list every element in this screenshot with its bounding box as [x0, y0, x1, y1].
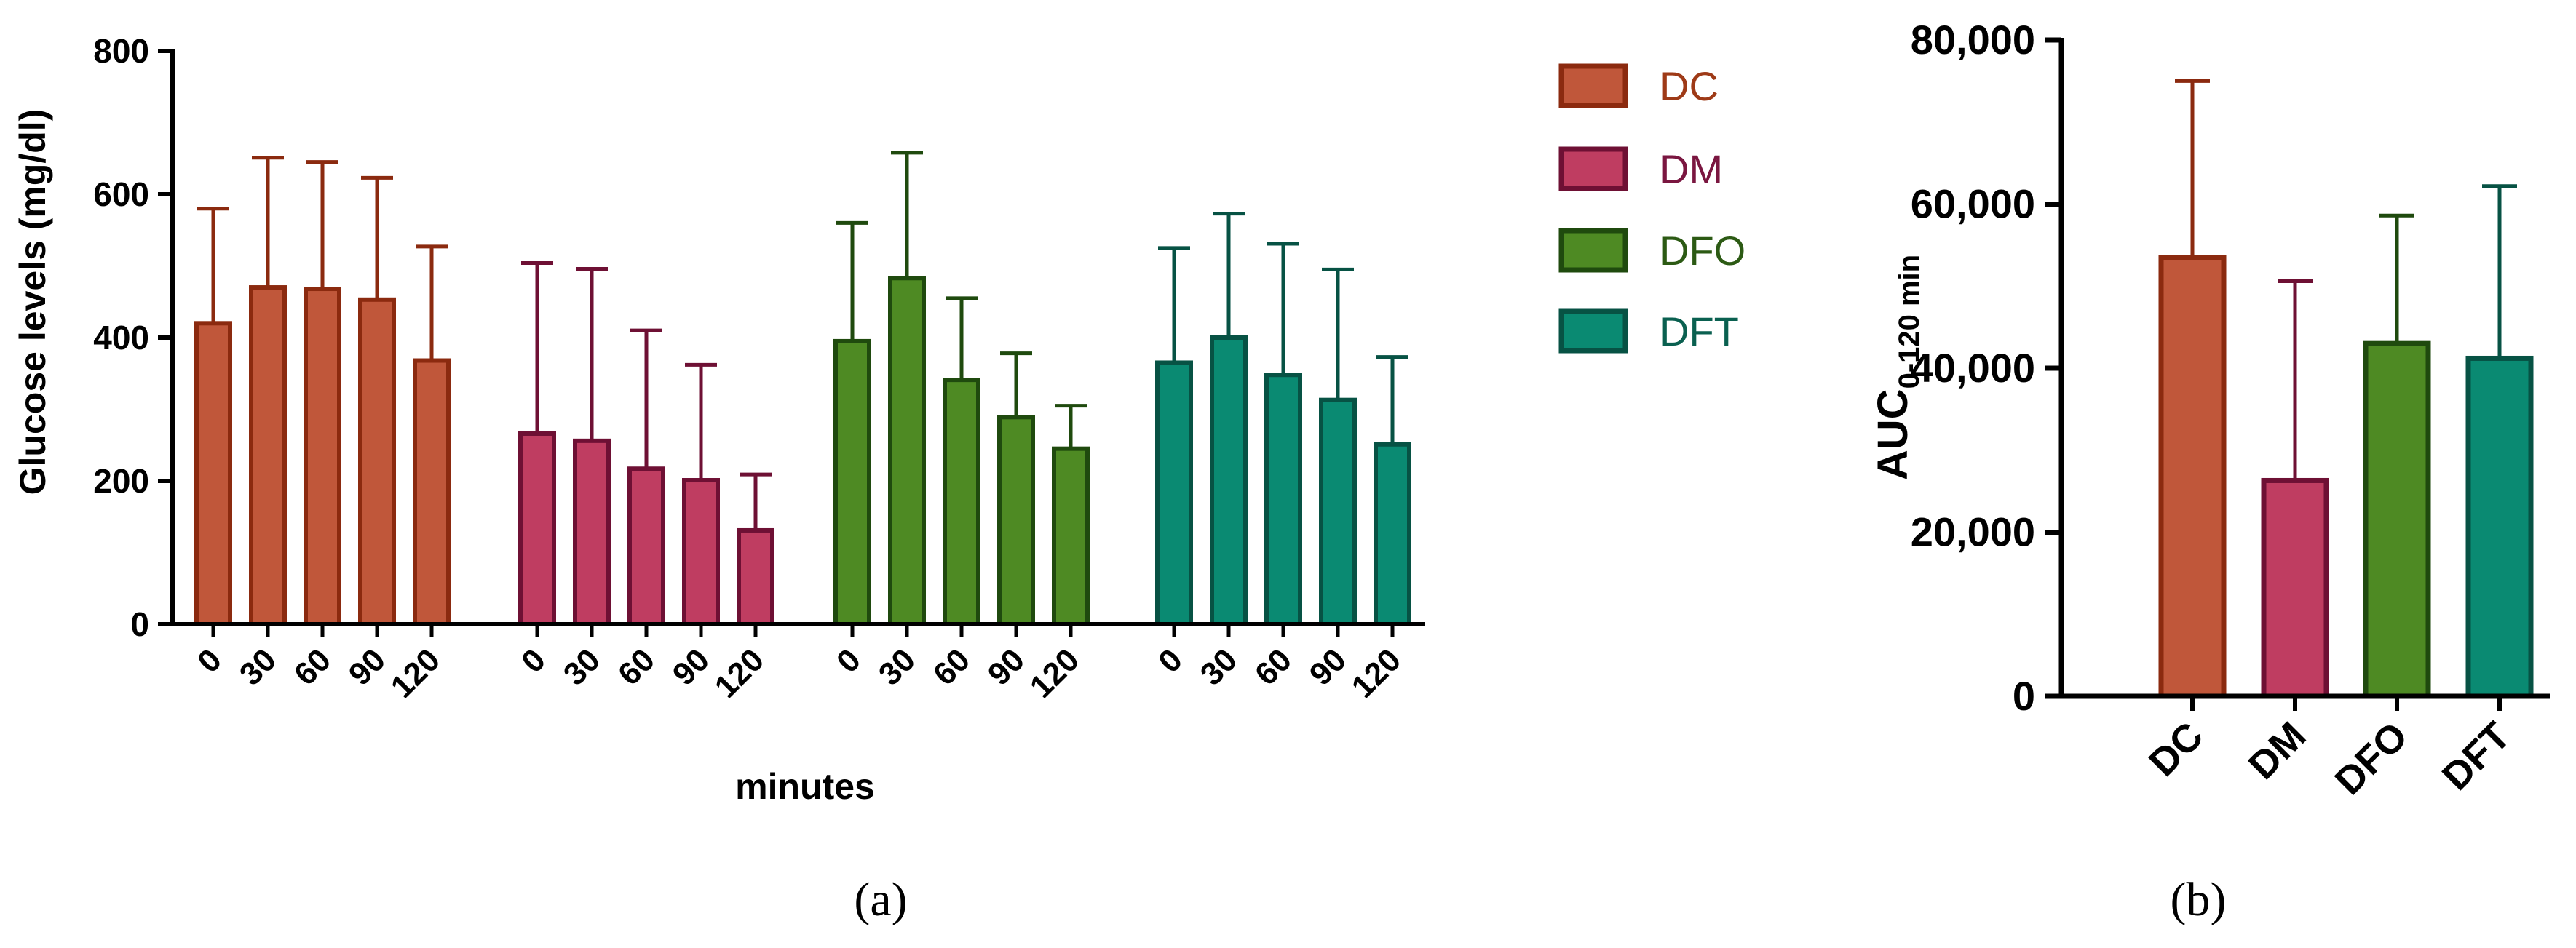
- bar-dfo-30min: [888, 276, 926, 626]
- panel-a-y-tick-labels: 0 200 400 600 800: [93, 32, 173, 643]
- bar-dc-90min: [358, 297, 396, 626]
- x-tick-label-dm-30: 30: [557, 642, 607, 692]
- legend-swatch-dc: [1558, 63, 1628, 108]
- panel-b-bars: [2158, 255, 2534, 699]
- panel-label-a: (a): [854, 873, 907, 926]
- bar-dm-30min: [573, 438, 611, 627]
- legend-label-dft: DFT: [1660, 308, 1739, 354]
- bar-dfo-120min: [1052, 446, 1090, 626]
- bar-dm-90min: [682, 478, 720, 627]
- x-tick-label-dfo-90: 90: [981, 642, 1031, 692]
- bar-dm-120min: [737, 527, 774, 627]
- x-tick-label-dc-60: 60: [288, 642, 338, 692]
- x-tick-label-dc-0: 0: [191, 642, 229, 680]
- panel-label-b: (b): [2171, 873, 2227, 926]
- y-tick-label-200: 200: [93, 462, 149, 500]
- legend-label-dfo: DFO: [1660, 228, 1745, 274]
- bar-dfo-60min: [943, 378, 980, 626]
- auc-bar-dfo: [2363, 340, 2431, 699]
- bar-dft-60min: [1264, 373, 1302, 626]
- x-tick-label-dc-90: 90: [342, 642, 392, 692]
- x-tick-label-dft-90: 90: [1303, 642, 1353, 692]
- bar-dc-30min: [249, 285, 287, 626]
- panel-b-y-axis-label: AUC0-120 min: [1869, 255, 1925, 480]
- panel-b-y-axis-label-main: AUC: [1869, 389, 1917, 480]
- x-tick-label-dfo-120: 120: [1023, 642, 1087, 705]
- legend-label-dc: DC: [1660, 63, 1719, 109]
- x-tick-label-dm-90: 90: [666, 642, 716, 692]
- auc-y-tick-label-60,000: 60,000: [1911, 181, 2035, 227]
- x-tick-label-dft-0: 0: [1152, 642, 1189, 680]
- bar-dc-120min: [413, 358, 451, 626]
- auc-x-tick-label-dc: DC: [2141, 714, 2212, 785]
- bar-dfo-0min: [833, 338, 871, 626]
- panel-a-x-axis-label: minutes: [735, 766, 875, 807]
- x-tick-label-dfo-60: 60: [927, 642, 977, 692]
- x-tick-label-dft-30: 30: [1194, 642, 1244, 692]
- legend-swatch-dfo: [1558, 228, 1628, 273]
- auc-x-tick-label-dm: DM: [2240, 714, 2315, 788]
- x-tick-label-dc-120: 120: [384, 642, 448, 705]
- bar-dfo-90min: [997, 415, 1035, 627]
- auc-y-tick-label-40,000: 40,000: [1911, 345, 2035, 391]
- x-tick-label-dft-120: 120: [1345, 642, 1408, 705]
- panel-b-chart: 0 20,000 40,000 60,000 80,000 DC DM DFO DFT AUC…: [1869, 17, 2550, 803]
- panel-b-x-tick-labels: DC DM DFO DFT: [2141, 696, 2519, 803]
- legend-swatch-dm: [1558, 146, 1628, 191]
- bar-dc-60min: [304, 287, 341, 626]
- y-tick-label-600: 600: [93, 175, 149, 213]
- auc-bar-dft: [2465, 355, 2534, 699]
- bar-dft-0min: [1155, 360, 1193, 626]
- y-tick-label-400: 400: [93, 319, 149, 357]
- x-tick-label-dm-60: 60: [611, 642, 662, 692]
- bar-dm-0min: [518, 431, 556, 626]
- y-tick-label-800: 800: [93, 32, 149, 70]
- panel-b-y-axis-label-subscript: 0-120 min: [1893, 255, 1925, 389]
- x-tick-label-dm-0: 0: [515, 642, 552, 680]
- auc-bar-dc: [2158, 255, 2227, 699]
- panel-a-error-bars: [197, 151, 1408, 530]
- panel-a-y-axis-label: Glucose levels (mg/dl): [12, 109, 53, 495]
- bar-dm-60min: [627, 466, 665, 626]
- x-tick-label-dc-30: 30: [233, 642, 283, 692]
- auc-x-tick-label-dft: DFT: [2434, 714, 2519, 799]
- legend: DC DM DFO DFT: [1558, 63, 1745, 354]
- bar-dc-0min: [194, 321, 232, 626]
- x-tick-label-dfo-0: 0: [830, 642, 868, 680]
- x-tick-label-dfo-30: 30: [872, 642, 922, 692]
- auc-bar-dm: [2261, 477, 2329, 699]
- x-tick-label-dft-60: 60: [1248, 642, 1299, 692]
- legend-label-dm: DM: [1660, 146, 1723, 192]
- panel-b-error-bars: [2175, 79, 2517, 481]
- auc-x-tick-label-dfo: DFO: [2326, 714, 2416, 803]
- auc-y-tick-label-80,000: 80,000: [1911, 17, 2035, 63]
- x-tick-label-dm-120: 120: [708, 642, 772, 705]
- auc-y-tick-label-0: 0: [2013, 673, 2035, 719]
- bar-dft-30min: [1210, 335, 1248, 626]
- legend-swatch-dft: [1558, 308, 1628, 354]
- y-tick-label-0: 0: [130, 605, 149, 643]
- bar-dft-120min: [1374, 442, 1411, 627]
- panel-b-y-tick-labels: 0 20,000 40,000 60,000 80,000: [1911, 17, 2061, 719]
- bar-dft-90min: [1319, 397, 1357, 626]
- auc-y-tick-label-20,000: 20,000: [1911, 509, 2035, 555]
